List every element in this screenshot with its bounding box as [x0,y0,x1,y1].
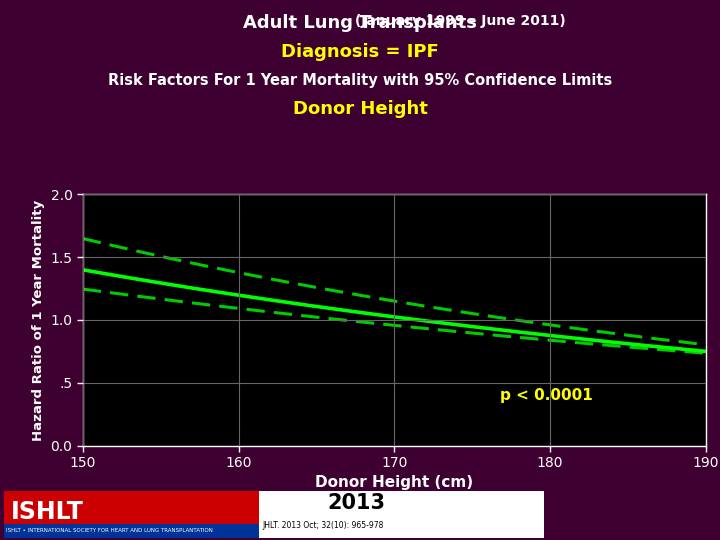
Y-axis label: Hazard Ratio of 1 Year Mortality: Hazard Ratio of 1 Year Mortality [32,199,45,441]
Text: 2013: 2013 [328,493,386,513]
Text: (January 1999 – June 2011): (January 1999 – June 2011) [155,14,565,28]
Bar [259,491,544,538]
Text: Diagnosis = IPF: Diagnosis = IPF [281,43,439,61]
Bar [4,524,259,538]
Text: ISHLT: ISHLT [11,500,84,524]
Text: Risk Factors For 1 Year Mortality with 95% Confidence Limits: Risk Factors For 1 Year Mortality with 9… [108,73,612,88]
X-axis label: Donor Height (cm): Donor Height (cm) [315,476,473,490]
Text: Adult Lung Transplants: Adult Lung Transplants [243,14,477,31]
Bar [4,491,259,538]
Text: Donor Height: Donor Height [292,100,428,118]
Text: p < 0.0001: p < 0.0001 [500,388,593,403]
Text: ISHLT • INTERNATIONAL SOCIETY FOR HEART AND LUNG TRANSPLANTATION: ISHLT • INTERNATIONAL SOCIETY FOR HEART … [6,528,212,533]
Text: JHLT. 2013 Oct; 32(10): 965-978: JHLT. 2013 Oct; 32(10): 965-978 [263,521,384,530]
